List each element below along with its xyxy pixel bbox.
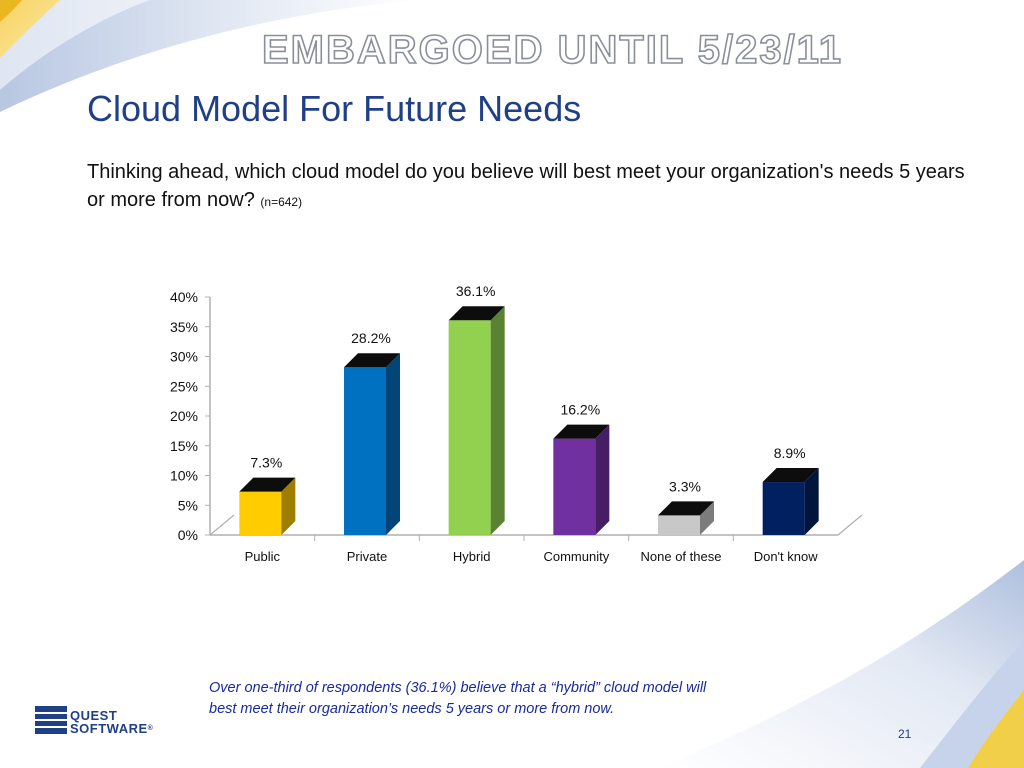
bar-5-side bbox=[804, 468, 819, 535]
bar-4-front bbox=[658, 515, 700, 535]
x-tick-label: Private bbox=[347, 549, 387, 564]
bar-3-top bbox=[553, 424, 610, 439]
survey-question: Thinking ahead, which cloud model do you… bbox=[87, 158, 967, 216]
x-tick-label: Don't know bbox=[754, 549, 819, 564]
y-tick-label: 30% bbox=[170, 349, 198, 365]
data-label: 36.1% bbox=[456, 283, 496, 299]
logo-wordmark: QUEST SOFTWARE® bbox=[70, 709, 153, 735]
y-tick-label: 40% bbox=[170, 289, 198, 305]
bar-2-side bbox=[490, 306, 505, 535]
bar-5-front bbox=[762, 482, 805, 535]
question-text: Thinking ahead, which cloud model do you… bbox=[87, 161, 965, 211]
bar-0-top bbox=[239, 477, 296, 492]
floor-right-edge bbox=[837, 514, 863, 536]
embargo-banner: EMBARGOED UNTIL 5/23/11 bbox=[261, 27, 843, 73]
key-finding-note: Over one-third of respondents (36.1%) be… bbox=[209, 678, 809, 720]
logo-word-quest: QUEST bbox=[70, 708, 118, 723]
logo-word-software: SOFTWARE bbox=[70, 721, 148, 736]
slide-title: Cloud Model For Future Needs bbox=[87, 88, 582, 129]
y-tick-label: 20% bbox=[170, 408, 198, 424]
data-label: 28.2% bbox=[351, 330, 391, 346]
y-tick-label: 15% bbox=[170, 438, 198, 454]
data-label: 8.9% bbox=[774, 445, 806, 461]
note-line-1: Over one-third of respondents (36.1%) be… bbox=[209, 680, 707, 696]
bar-0-side bbox=[281, 477, 296, 535]
registered-mark: ® bbox=[147, 725, 154, 732]
floor-left-edge bbox=[209, 514, 235, 536]
bar-4-top bbox=[658, 501, 714, 516]
y-tick-label: 10% bbox=[170, 468, 198, 484]
bar-chart: 0% 5% 10% 15% 20% 25% 30% 35% 40% 7.3% Public 28.2%… bbox=[170, 283, 863, 564]
y-tick-label: 35% bbox=[170, 319, 198, 335]
note-line-2: best meet their organization’s needs 5 y… bbox=[209, 701, 615, 717]
bar-5-top bbox=[762, 468, 819, 483]
page-number: 21 bbox=[898, 727, 912, 741]
x-tick-label: Hybrid bbox=[453, 549, 491, 564]
data-label: 16.2% bbox=[560, 402, 600, 418]
x-tick-label: Public bbox=[245, 549, 281, 564]
bar-3-side bbox=[595, 424, 610, 535]
data-label: 3.3% bbox=[669, 478, 701, 494]
bar-1-side bbox=[386, 353, 400, 535]
bar-2-top bbox=[448, 306, 505, 321]
x-tick-label: Community bbox=[543, 549, 609, 564]
data-label: 7.3% bbox=[250, 455, 282, 471]
bar-2-front bbox=[448, 320, 491, 535]
bar-4-side bbox=[700, 501, 714, 535]
quest-software-logo-icon bbox=[35, 706, 67, 734]
bar-3-front bbox=[553, 438, 596, 535]
sample-size: (n=642) bbox=[260, 195, 303, 209]
bar-1-top bbox=[344, 353, 400, 368]
y-tick-label: 25% bbox=[170, 378, 198, 394]
bar-1-front bbox=[344, 367, 386, 535]
bar-0-front bbox=[239, 491, 282, 535]
y-tick-label: 5% bbox=[178, 497, 198, 513]
y-tick-label: 0% bbox=[178, 527, 198, 543]
x-tick-label: None of these bbox=[641, 549, 722, 564]
